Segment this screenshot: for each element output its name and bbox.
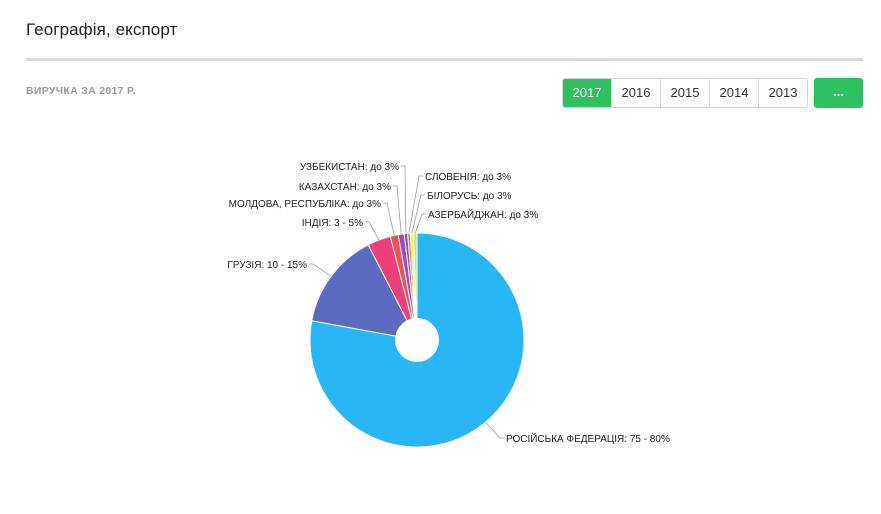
pie-donut-hole (395, 318, 439, 362)
year-tab-2013[interactable]: 2013 (758, 79, 807, 107)
pie-slice-label: СЛОВЕНІЯ: до 3% (425, 172, 511, 183)
pie-leader-line (309, 263, 332, 277)
pie-slice-label: БІЛОРУСЬ: до 3% (427, 191, 512, 202)
year-tab-2015[interactable]: 2015 (660, 79, 709, 107)
revenue-label: ВИРУЧКА ЗА 2017 Р. (26, 85, 136, 97)
pie-leader-line (411, 194, 425, 234)
pie-leader-line (365, 221, 380, 241)
pie-slice[interactable] (413, 232, 418, 341)
more-button[interactable]: ... (814, 78, 863, 108)
pie-leader-line (393, 185, 402, 235)
pie-labels: РОСІЙСЬКА ФЕДЕРАЦІЯ: 75 - 80% ГРУЗІЯ: 10 … (227, 162, 670, 445)
pie-slice[interactable] (311, 244, 418, 341)
pie-slice-label: ІНДІЯ: 3 - 5% (302, 218, 363, 229)
pie-leader-line (414, 213, 426, 234)
pie-slice-label: РОСІЙСЬКА ФЕДЕРАЦІЯ: 75 - 80% (506, 432, 670, 445)
pie-slice-label: ГРУЗІЯ: 10 - 15% (227, 260, 307, 271)
title-divider (26, 58, 863, 61)
pie-leader-line (401, 165, 407, 234)
pie-slice-label: МОЛДОВА, РЕСПУБЛІКА: до 3% (229, 199, 381, 210)
page-title: Географія, експорт (26, 20, 178, 39)
year-tab-2017[interactable]: 2017 (563, 79, 611, 107)
pie-slice-label: УЗБЕКИСТАН: до 3% (300, 162, 399, 173)
year-tab-2016[interactable]: 2016 (611, 79, 660, 107)
year-tabs: 2017 2016 2015 2014 2013 (562, 78, 808, 108)
pie-leader-line (485, 421, 504, 439)
year-tab-2014[interactable]: 2014 (709, 79, 758, 107)
pie-leader-line (408, 175, 423, 234)
pie-leader-line (383, 202, 395, 236)
pie-slice-label: КАЗАХСТАН: до 3% (299, 182, 391, 193)
pie-slice[interactable] (309, 232, 525, 448)
pie-slice-label: АЗЕРБАЙДЖАН: до 3% (428, 208, 538, 221)
